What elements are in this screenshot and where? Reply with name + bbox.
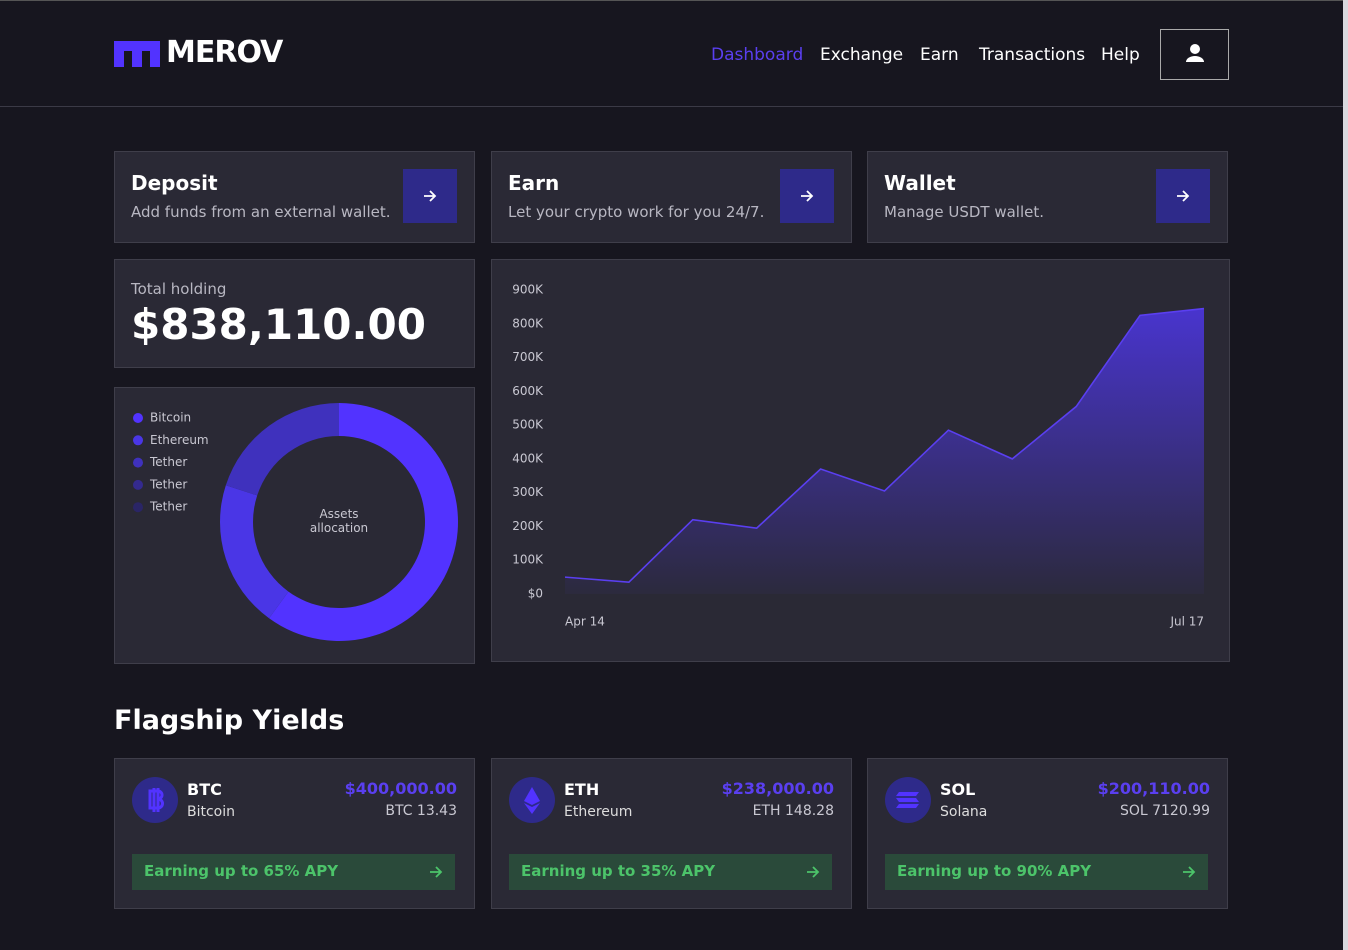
yield-card: ETH Ethereum $238,000.00 ETH 148.28 Earning … [491, 758, 852, 909]
coin-icon [131, 776, 179, 828]
total-value: $838,110.00 [131, 300, 426, 349]
coin-amount: BTC 13.43 [385, 803, 457, 819]
chart-card: $0 100K 200K 300K 400K 500K 600K 700K 800K 900K Ap… [491, 259, 1230, 662]
action-title: Wallet [884, 171, 956, 195]
apy-button[interactable]: Earning up to 90% APY [885, 854, 1208, 890]
section-title: Flagship Yields [114, 705, 345, 736]
action-card[interactable]: Wallet Manage USDT wallet. [867, 151, 1228, 243]
coin-symbol: BTC [187, 780, 222, 799]
action-title: Earn [508, 171, 560, 195]
x-tick-label: Apr 14 [565, 615, 605, 629]
coin-value: $200,110.00 [1097, 779, 1210, 798]
nav-link[interactable]: Transactions [979, 45, 1086, 65]
legend-dot [133, 457, 143, 468]
donut: Bitcoin Ethereum Tether Tether Tether [133, 403, 458, 641]
legend-label: Bitcoin [150, 411, 191, 425]
legend-dot [133, 502, 143, 513]
area-fill [565, 308, 1204, 594]
action-subtitle: Add funds from an external wallet. [131, 203, 391, 221]
coin-amount: SOL 7120.99 [1119, 803, 1210, 819]
legend-label: Tether [149, 477, 187, 491]
action-subtitle: Let your crypto work for you 24/7. [508, 203, 765, 221]
coin-value: $238,000.00 [721, 779, 834, 798]
legend-label: Tether [149, 500, 187, 514]
y-tick-label: 100K [512, 553, 544, 567]
coin-name: Ethereum [564, 804, 633, 820]
apy-arrow [429, 865, 443, 883]
y-tick-label: 800K [512, 316, 544, 330]
action-subtitle: Manage USDT wallet. [884, 203, 1045, 221]
y-tick-label: 600K [512, 384, 544, 398]
coin-name: Bitcoin [187, 804, 236, 820]
donut-center-label: Assets allocation [309, 507, 369, 535]
y-tick-label: 500K [512, 418, 544, 432]
x-tick-label: Jul 17 [1169, 615, 1204, 629]
logo-icon [114, 41, 160, 67]
y-tick-label: 400K [512, 451, 544, 465]
apy-arrow [806, 865, 820, 883]
donut-segment [220, 485, 289, 619]
legend-dot [133, 435, 143, 446]
coin-icon [884, 776, 932, 828]
total-card: Total holding $838,110.00 [114, 259, 475, 368]
coin-icon [508, 776, 556, 828]
allocation-card: Bitcoin Ethereum Tether Tether Tether Assets… [114, 387, 475, 664]
coin-symbol: SOL [940, 780, 976, 799]
y-tick-label: 200K [512, 519, 544, 533]
legend-label: Ethereum [150, 433, 209, 447]
nav-link[interactable]: Exchange [820, 45, 904, 65]
nav-link[interactable]: Earn [920, 45, 959, 65]
coin-value: $400,000.00 [344, 779, 457, 798]
arrow-button[interactable] [780, 169, 834, 223]
legend-dot [133, 413, 143, 423]
coin-amount: ETH 148.28 [752, 803, 834, 819]
action-card[interactable]: Deposit Add funds from an external wallet… [114, 151, 475, 243]
apy-button[interactable]: Earning up to 35% APY [509, 854, 832, 890]
action-title: Deposit [131, 171, 218, 195]
area-chart: $0 100K 200K 300K 400K 500K 600K 700K 800K 900K Ap… [512, 283, 1205, 629]
donut-segment [269, 403, 458, 641]
apy-button[interactable]: Earning up to 65% APY [132, 854, 455, 890]
coin-name: Solana [940, 804, 988, 820]
logo: MEROV [166, 35, 283, 70]
nav-link[interactable]: Dashboard [711, 45, 804, 65]
action-card[interactable]: Earn Let your crypto work for you 24/7. [491, 151, 852, 243]
legend-dot [133, 479, 143, 490]
y-tick-label: 700K [512, 350, 544, 364]
y-tick-label: 300K [512, 485, 544, 499]
y-tick-label: 900K [512, 283, 544, 297]
arrow-button[interactable] [1156, 169, 1210, 223]
yield-card: BTC Bitcoin $400,000.00 BTC 13.43 Earning up… [114, 758, 475, 909]
arrow-button[interactable] [403, 169, 457, 223]
coin-symbol: ETH [564, 780, 600, 799]
donut-segment [225, 403, 339, 496]
user-button[interactable] [1160, 29, 1229, 80]
area-line [564, 307, 1205, 584]
apy-text: Earning up to 35% APY [521, 862, 716, 880]
total-label: Total holding [131, 280, 227, 298]
header: MEROV Dashboard Exchange Earn Transactions H… [0, 1, 1343, 107]
legend-label: Tether [149, 455, 187, 469]
yield-card: SOL Solana $200,110.00 SOL 7120.99 Earning u… [867, 758, 1228, 909]
y-tick-label: $0 [528, 587, 543, 601]
apy-arrow [1182, 865, 1196, 883]
apy-text: Earning up to 90% APY [897, 862, 1092, 880]
nav-link[interactable]: Help [1101, 45, 1140, 65]
apy-text: Earning up to 65% APY [144, 862, 339, 880]
